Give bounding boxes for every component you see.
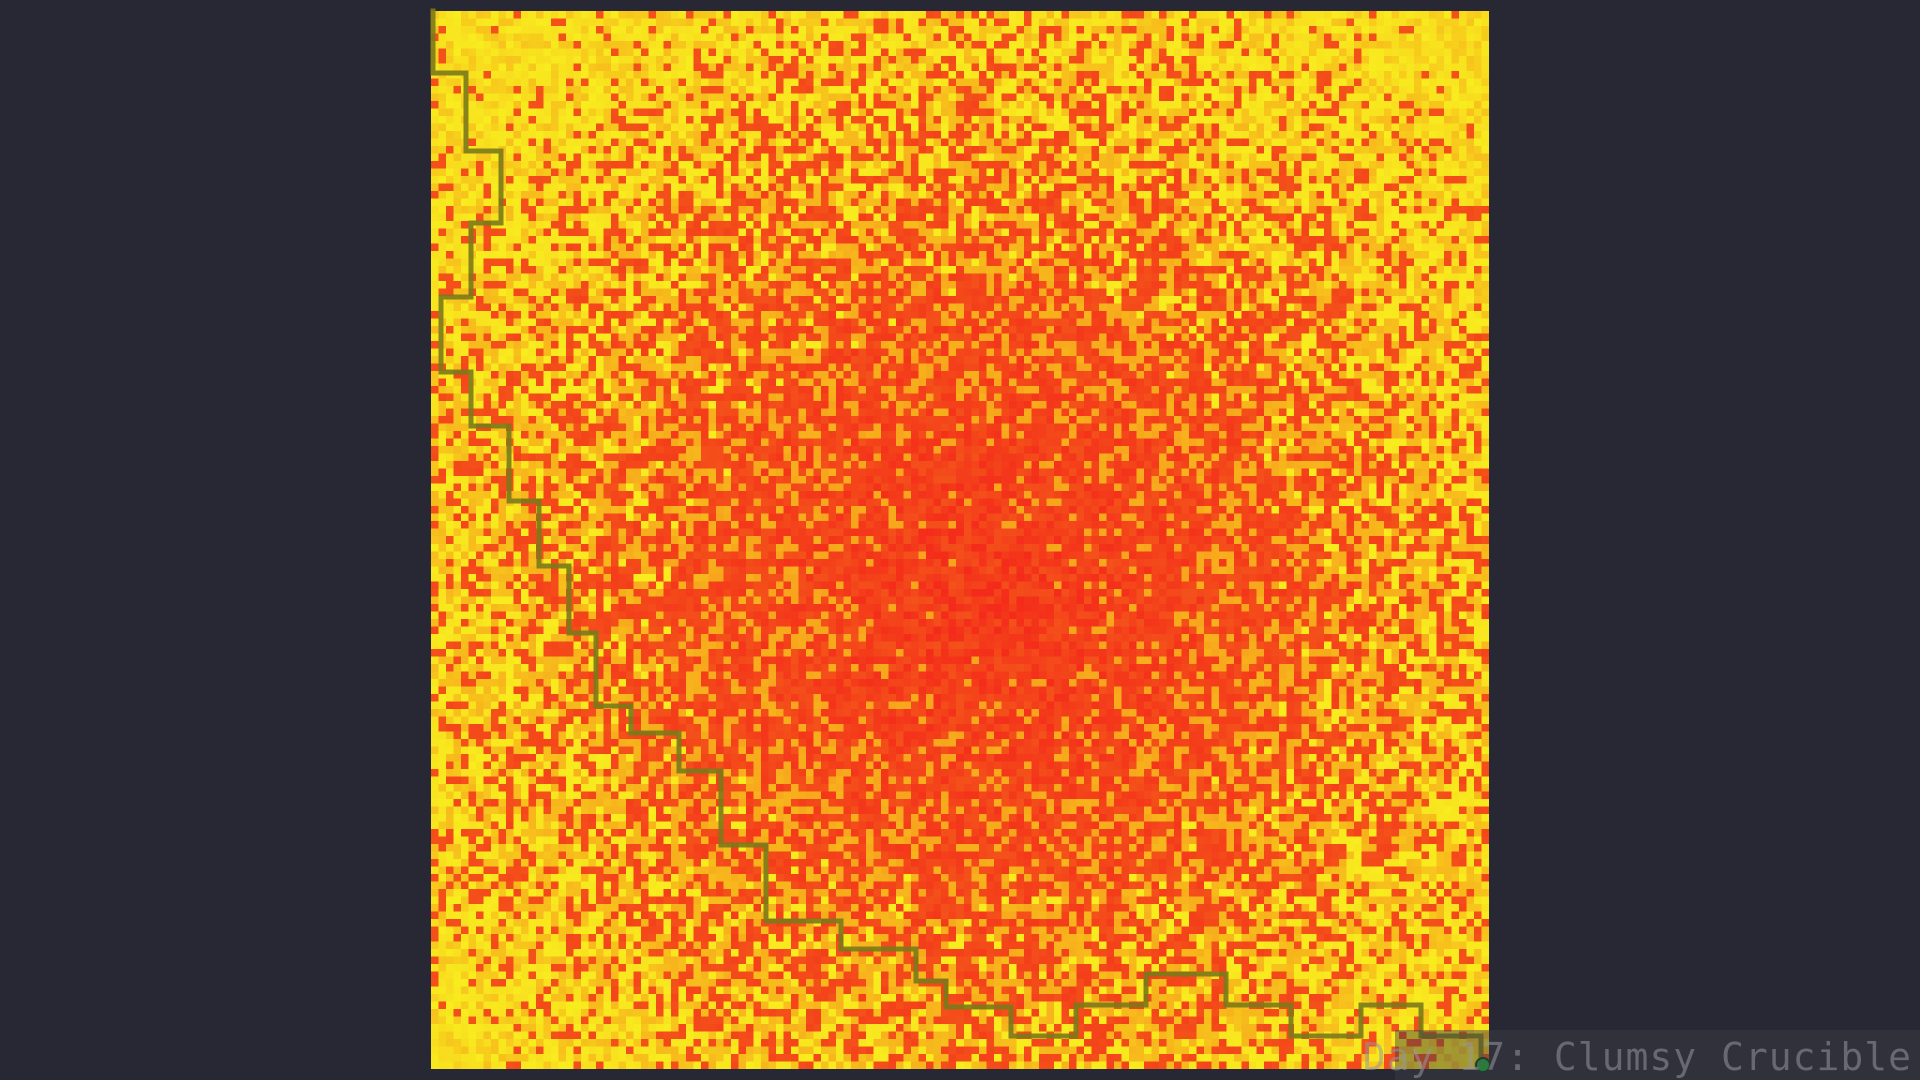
path-overlay [430,8,1491,1073]
heat-grid-panel [430,8,1491,1073]
green-dot-icon [1475,1057,1491,1073]
caption-title: Day 17: Clumsy Crucible [1362,1035,1912,1079]
optimal-path-line [430,8,1484,1064]
caption-bar: Day 17: Clumsy Crucible [1363,1030,1920,1080]
heat-grid-canvas [431,11,1489,1069]
